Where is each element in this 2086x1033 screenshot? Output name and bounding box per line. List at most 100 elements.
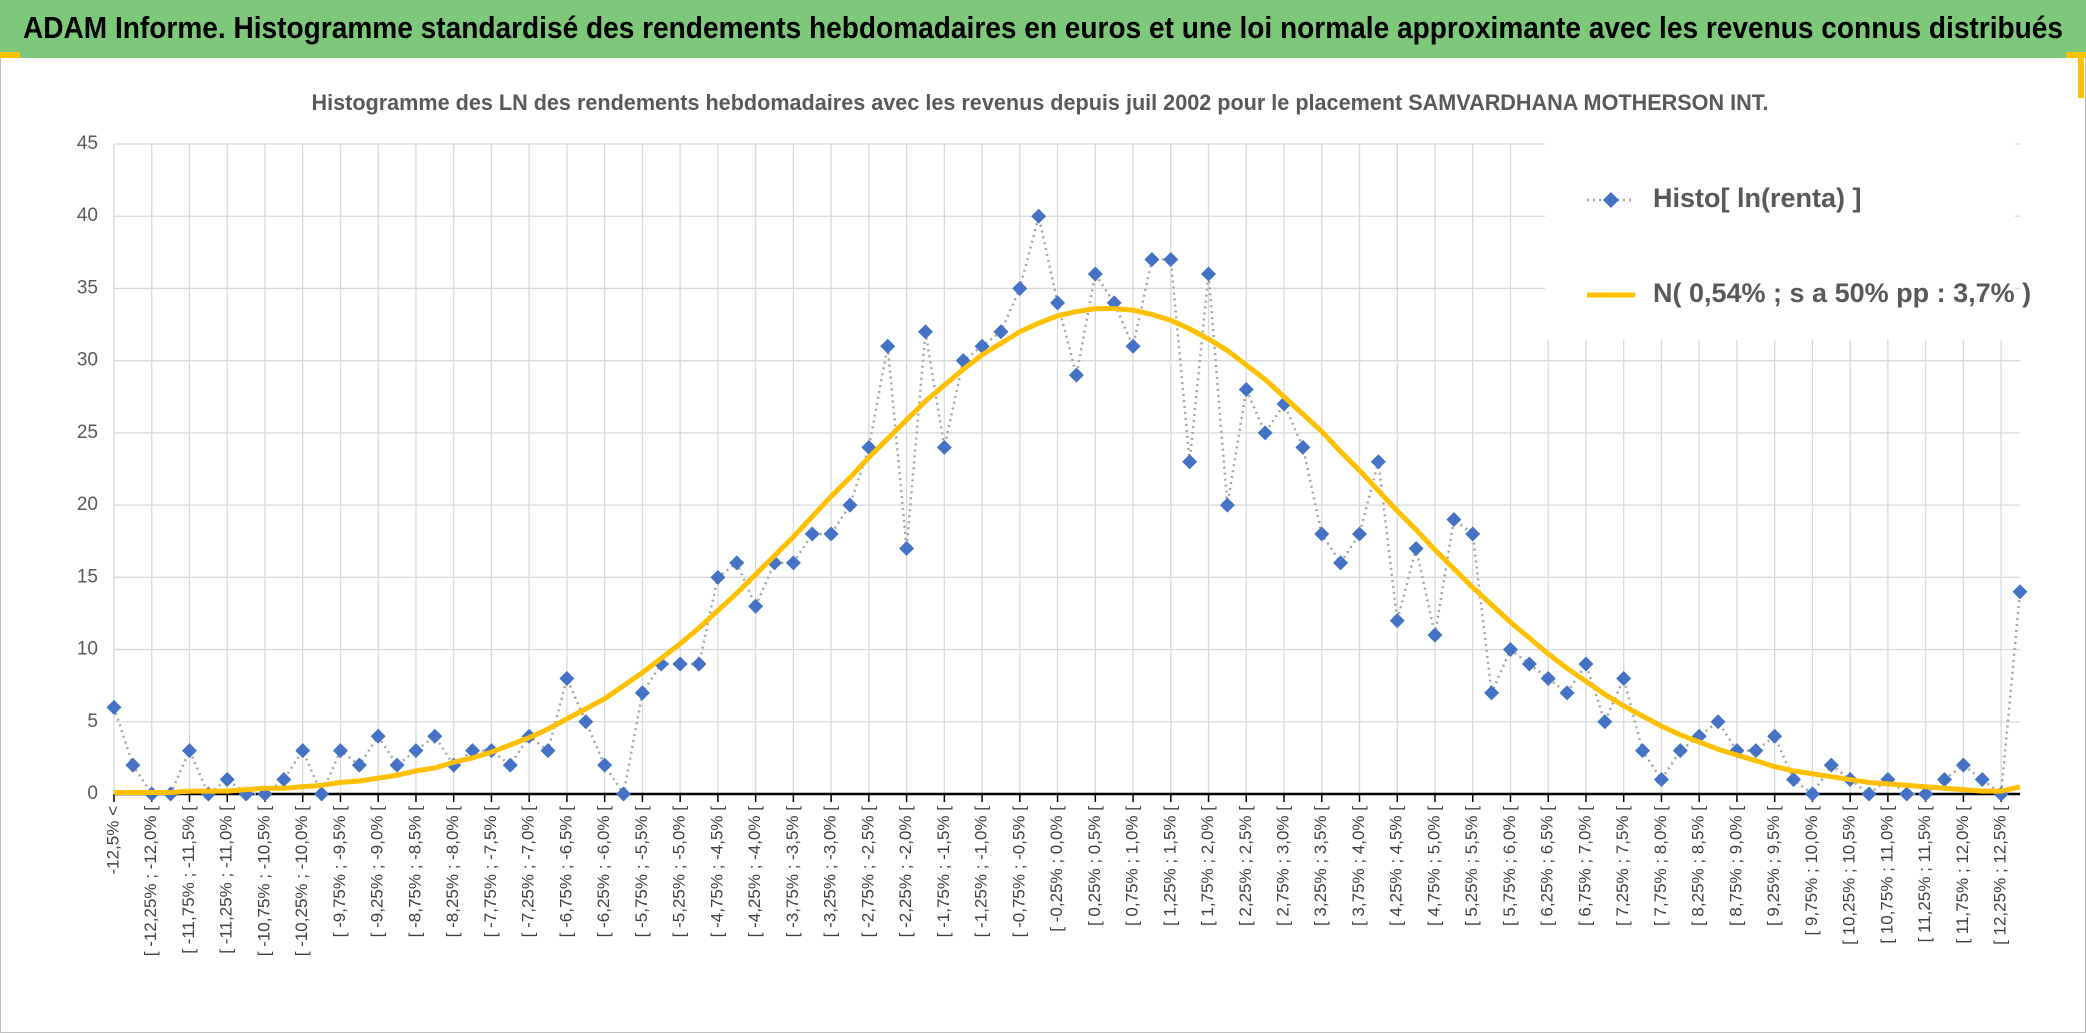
data-point <box>1314 526 1330 542</box>
data-point <box>1767 728 1783 744</box>
data-point <box>1502 642 1518 658</box>
data-point <box>842 497 858 513</box>
data-point <box>917 324 933 340</box>
y-tick-label: 0 <box>87 783 98 804</box>
x-tick-label: [ -12,25% ; -12,0% [ <box>141 806 160 957</box>
x-tick-label: [ 8,75% ; 9,0% [ <box>1726 806 1745 926</box>
data-point <box>559 670 575 686</box>
y-tick-label: 15 <box>77 566 98 587</box>
data-point <box>1465 526 1481 542</box>
x-tick-label: [ -6,75% ; -6,5% [ <box>556 806 575 938</box>
data-point <box>578 714 594 730</box>
y-tick-label: 45 <box>77 133 98 154</box>
x-tick-label: [ -9,75% ; -9,5% [ <box>330 806 349 938</box>
data-point <box>880 338 896 354</box>
x-tick-label: [ 3,25% ; 3,5% [ <box>1311 806 1330 926</box>
data-point <box>1710 714 1726 730</box>
y-tick-label: 25 <box>77 422 98 443</box>
data-point <box>1955 757 1971 773</box>
data-point <box>540 743 556 759</box>
data-point <box>1521 656 1537 672</box>
data-point <box>1918 786 1934 802</box>
x-tick-label: [ -2,75% ; -2,5% [ <box>858 806 877 938</box>
legend-swatch <box>1603 192 1619 208</box>
x-tick-label: [ 7,75% ; 8,0% [ <box>1651 806 1670 926</box>
x-tick-label: [ 11,25% ; 11,5% [ <box>1915 806 1934 943</box>
data-point <box>1144 252 1160 268</box>
y-tick-label: 35 <box>77 277 98 298</box>
data-point <box>1219 497 1235 513</box>
data-point <box>729 555 745 571</box>
x-tick-label: [ 4,25% ; 4,5% [ <box>1387 806 1406 926</box>
data-point <box>332 743 348 759</box>
data-point <box>1786 772 1802 788</box>
header-accent <box>2066 52 2086 58</box>
data-point <box>748 598 764 614</box>
x-tick-label: [ -7,25% ; -7,0% [ <box>519 806 538 938</box>
x-tick-label: [ -3,25% ; -3,0% [ <box>821 806 840 938</box>
x-tick-label: [ 4,75% ; 5,0% [ <box>1424 806 1443 926</box>
y-tick-label: 30 <box>77 350 98 371</box>
data-point <box>1937 772 1953 788</box>
data-point <box>502 757 518 773</box>
header-accent <box>0 52 20 58</box>
x-tick-label: [ -5,75% ; -5,5% [ <box>632 806 651 938</box>
data-point <box>295 743 311 759</box>
x-tick-label: [ 10,75% ; 11,0% [ <box>1877 806 1896 944</box>
series-line <box>114 306 2021 796</box>
data-point <box>597 757 613 773</box>
data-point <box>125 757 141 773</box>
y-tick-label: 5 <box>87 711 98 732</box>
x-tick-label: [ -8,25% ; -8,0% [ <box>443 806 462 938</box>
x-tick-label: [ -10,25% ; -10,0% [ <box>292 806 311 957</box>
data-point <box>1068 367 1084 383</box>
data-point <box>276 772 292 788</box>
data-point <box>1446 512 1462 528</box>
data-point <box>1012 280 1028 296</box>
x-tick-label: [ 3,75% ; 4,0% [ <box>1349 806 1368 926</box>
x-tick-label: [ 2,75% ; 3,0% [ <box>1274 806 1293 926</box>
data-point <box>1804 786 1820 802</box>
data-point <box>389 757 405 773</box>
data-point <box>1125 338 1141 354</box>
data-point <box>1408 540 1424 556</box>
data-point <box>1427 627 1443 643</box>
x-tick-label: [ 7,25% ; 7,5% [ <box>1613 806 1632 926</box>
x-tick-label: [ -4,25% ; -4,0% [ <box>745 806 764 938</box>
data-point <box>351 757 367 773</box>
data-point <box>1050 295 1066 311</box>
x-tick-label: [ -7,75% ; -7,5% [ <box>481 806 500 938</box>
x-tick-label: [ 1,75% ; 2,0% [ <box>1198 806 1217 926</box>
data-point <box>1635 743 1651 759</box>
data-point <box>1238 382 1254 398</box>
legend-label: Histo[ ln(renta) ] <box>1653 183 1862 213</box>
data-point <box>427 728 443 744</box>
data-point <box>1559 685 1575 701</box>
x-tick-label: [ 12,25% ; 12,5% [ <box>1991 806 2010 945</box>
x-tick-label: [ -3,75% ; -3,5% [ <box>783 806 802 938</box>
data-point <box>1295 439 1311 455</box>
data-point <box>1861 786 1877 802</box>
data-point <box>1370 454 1386 470</box>
data-point <box>899 540 915 556</box>
data-point <box>1616 670 1632 686</box>
data-point <box>1352 526 1368 542</box>
data-point <box>1182 454 1198 470</box>
legend-box <box>1545 140 2015 340</box>
data-point <box>785 555 801 571</box>
data-point <box>710 569 726 585</box>
x-tick-label: [ 5,25% ; 5,5% [ <box>1462 806 1481 926</box>
data-point <box>936 439 952 455</box>
data-point <box>1389 613 1405 629</box>
data-point <box>1163 252 1179 268</box>
x-tick-label: [ -9,25% ; -9,0% [ <box>368 806 387 938</box>
data-point <box>1257 425 1273 441</box>
data-point <box>106 699 122 715</box>
x-tick-label: [ 10,25% ; 10,5% [ <box>1840 806 1859 945</box>
x-tick-label: [ -1,75% ; -1,5% [ <box>934 806 953 938</box>
x-tick-label: [ 9,25% ; 9,5% [ <box>1764 806 1783 926</box>
x-tick-label: [ 8,25% ; 8,5% [ <box>1689 806 1708 926</box>
data-point <box>1333 555 1349 571</box>
x-tick-label: [ -11,75% ; -11,5% [ <box>179 806 198 954</box>
